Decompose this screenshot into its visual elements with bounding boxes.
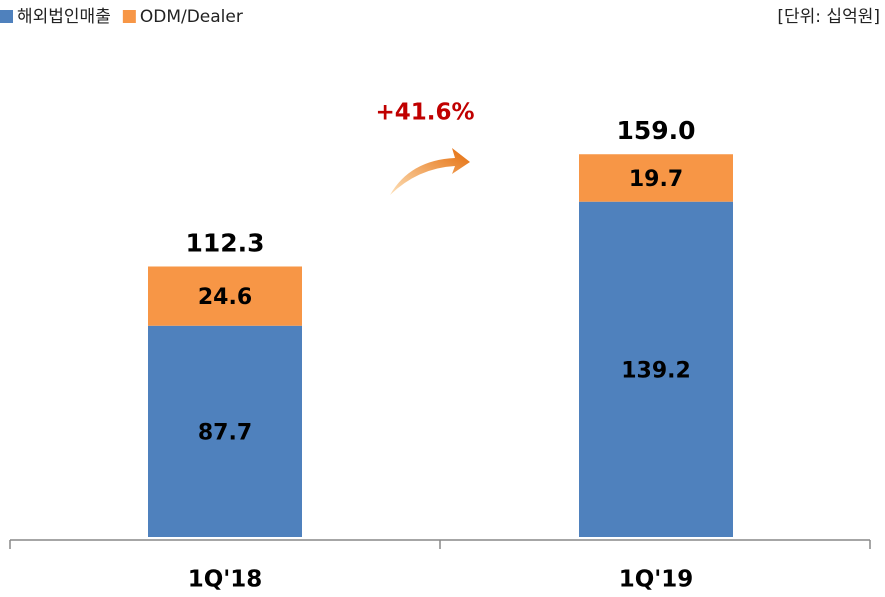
growth-arrow (390, 148, 470, 195)
bar-segment (148, 325, 302, 537)
bar-segment (579, 201, 733, 537)
total-label: 159.0 (616, 116, 695, 145)
bar-segment (579, 154, 733, 202)
value-label: 19.7 (629, 167, 683, 192)
bar-segment (148, 266, 302, 326)
legend-swatch (0, 10, 13, 23)
growth-annotation: +41.6% (375, 100, 474, 126)
value-label: 139.2 (621, 358, 691, 383)
total-label: 112.3 (185, 228, 264, 257)
value-label: 87.7 (198, 420, 252, 445)
legend-label: 해외법인매출 (17, 7, 111, 27)
x-tick-label: 1Q'19 (619, 567, 694, 593)
unit-label: [단위: 십억원] (777, 7, 880, 27)
x-tick-label: 1Q'18 (188, 567, 263, 593)
legend-label: ODM/Dealer (140, 7, 243, 27)
value-label: 24.6 (198, 285, 252, 310)
legend-swatch (122, 10, 136, 23)
